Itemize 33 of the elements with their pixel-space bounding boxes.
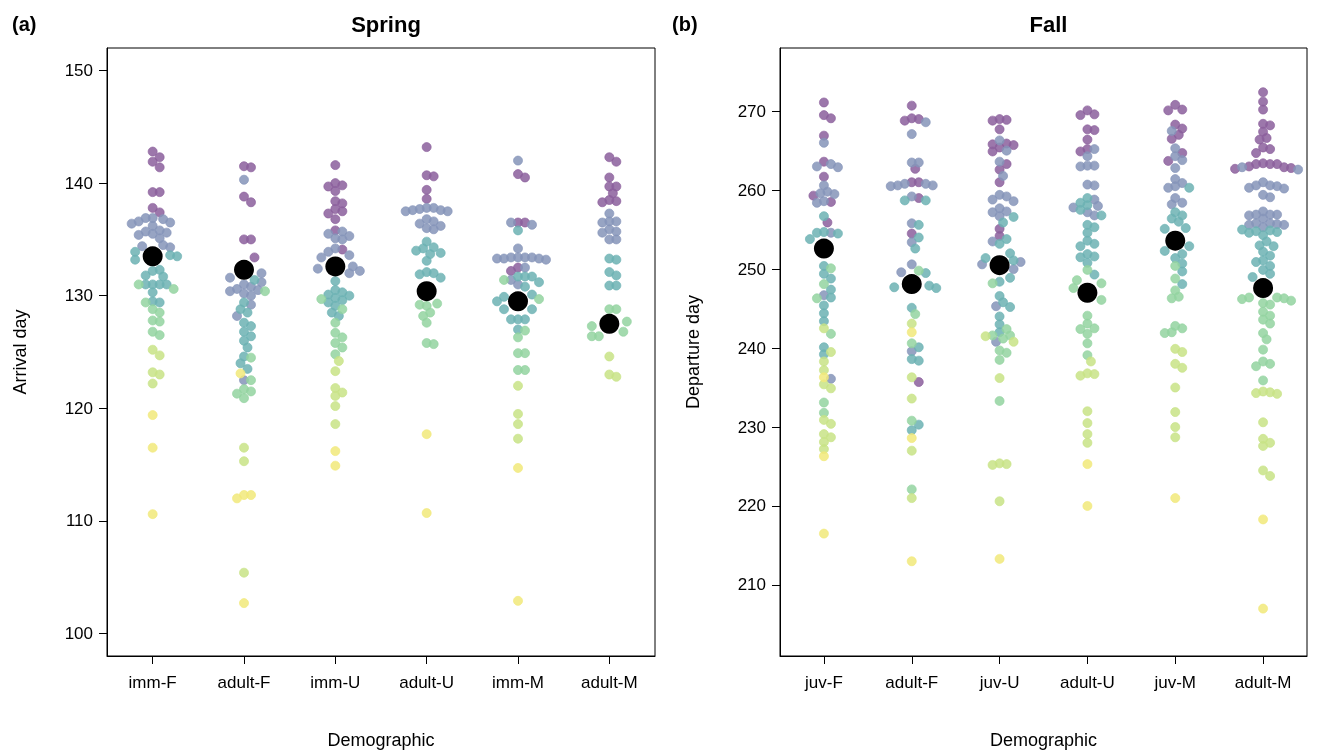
y-tick-label: 130: [64, 286, 93, 306]
chart-title: Fall: [1029, 11, 1068, 37]
x-tick-label: imm-U: [310, 673, 361, 692]
text: (b): [672, 13, 698, 35]
y-tick-label: 210: [737, 575, 766, 595]
x-tick-label: adult-M: [1234, 673, 1292, 692]
text: (a): [12, 13, 37, 35]
x-tick-label: adult-F: [885, 673, 939, 692]
x-tick-label: juv-U: [978, 673, 1020, 692]
y-tick-label: 140: [64, 173, 93, 193]
y-tick-label: 250: [737, 259, 766, 279]
y-tick-label: 100: [64, 623, 93, 643]
x-axis-title: Demographic: [989, 730, 1098, 750]
x-tick-label: adult-U: [399, 673, 455, 692]
y-tick-label: 260: [737, 180, 766, 200]
y-tick-label: 110: [65, 511, 93, 531]
y-tick-label: 240: [737, 338, 766, 358]
x-axis-title: Demographic: [327, 730, 435, 750]
y-axis-title: Departure day: [683, 294, 703, 410]
x-tick-label: imm-F: [128, 673, 177, 692]
x-tick-label: adult-F: [217, 673, 271, 692]
x-tick-label: juv-M: [1153, 673, 1197, 692]
x-tick-label: adult-M: [580, 673, 638, 692]
x-tick-label: juv-F: [804, 673, 843, 692]
y-tick-label: 220: [737, 496, 766, 516]
y-tick-label: 230: [737, 417, 766, 437]
x-tick-label: imm-M: [492, 673, 544, 692]
x-tick-label: adult-U: [1060, 673, 1115, 692]
y-tick-label: 150: [64, 61, 93, 81]
y-axis-title: Arrival day: [10, 309, 30, 395]
chart-title: Spring: [351, 11, 421, 37]
y-tick-label: 270: [737, 101, 766, 121]
y-tick-label: 120: [64, 398, 93, 418]
